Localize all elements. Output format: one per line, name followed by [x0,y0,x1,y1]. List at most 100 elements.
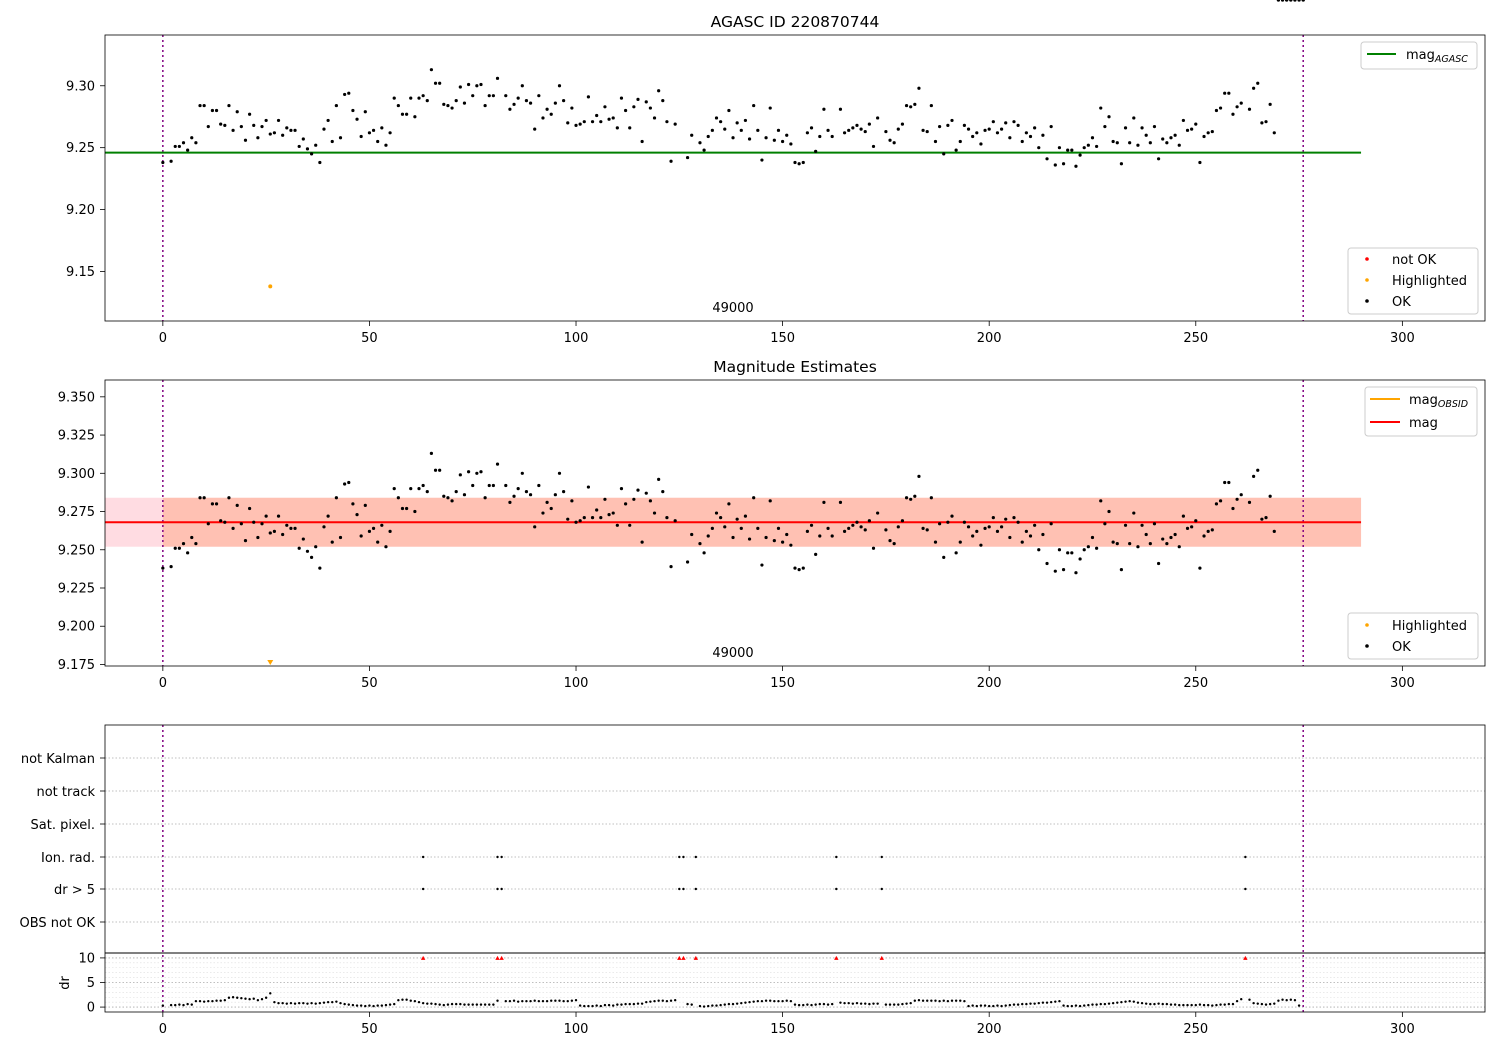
ok-point [566,517,570,521]
dr-point [785,999,788,1002]
dr-point [1091,1003,1094,1006]
ok-point [173,144,177,149]
ok-point [731,136,735,140]
x-tick-label: 100 [564,331,589,346]
y-tick-label: 9.225 [58,582,95,597]
dr-point [1049,1000,1053,1004]
ok-point [801,566,805,570]
legend-label: not OK [1392,253,1437,268]
ok-point [570,499,574,503]
dr-point [777,999,780,1003]
ok-point [768,106,772,110]
dr-point [921,999,925,1002]
ok-point [764,535,768,540]
dr-point [1223,1003,1226,1006]
ok-point [396,103,400,108]
dr-point [868,1002,871,1006]
ok-point [334,103,338,108]
ok-point [760,158,764,162]
ok-point [797,162,801,166]
ok-point [1206,131,1210,135]
ok-point [1132,511,1136,515]
ok-point [979,142,983,146]
ok-point [640,540,644,544]
ok-point [186,551,190,555]
dr-point [1240,998,1243,1001]
ok-point [549,506,553,511]
ok-point [971,134,975,139]
ok-point [603,497,607,501]
ok-point [491,483,495,488]
ok-point [314,143,318,147]
ok-point [719,120,723,124]
dr-point [599,1004,603,1008]
dr-point [707,1004,710,1008]
dr-point [690,1003,693,1006]
ok-point [1285,0,1289,2]
ok-point [859,525,863,529]
flag-point [1244,855,1247,859]
dr-point [1103,1002,1107,1006]
dr-point [289,1001,293,1005]
ok-point [1095,546,1099,550]
dr-point [1058,999,1061,1003]
ok-point [1161,137,1165,141]
ok-point [661,99,665,103]
dr-point [1231,1002,1235,1006]
ok-point [1260,517,1264,521]
ok-point [177,144,181,149]
ok-point [698,542,702,546]
ok-point [826,526,830,530]
x-tick-label: 50 [361,676,378,691]
ok-point [528,101,533,105]
x-tick-label: 0 [159,676,167,691]
dr-point [851,1002,855,1005]
y-tick-label: 9.250 [58,543,95,558]
ok-point [1264,120,1268,124]
ok-point [842,529,847,534]
dr-point [620,1003,623,1006]
ok-point [177,546,181,550]
dr-point [665,999,669,1003]
dr-point [380,1004,384,1007]
dr-point [595,1004,598,1007]
legend-label-sub: AGASC [1434,54,1468,65]
dr-point [537,999,541,1003]
ok-point [913,102,917,106]
flag-label: dr > 5 [54,883,95,898]
ok-point [1181,118,1185,123]
ok-point [1297,0,1301,2]
dr-point [467,1003,470,1006]
ok-point [462,101,467,105]
ok-point [384,143,388,147]
ok-point [1024,529,1028,534]
ok-point [636,488,640,492]
ok-point [1099,106,1103,110]
ok-point [917,474,921,478]
dr-point [351,1003,355,1007]
dr-point [859,1002,863,1005]
dr-point [1153,1002,1156,1006]
dr-point [1099,1002,1102,1006]
ok-point [450,499,454,503]
ok-point [619,96,624,100]
ok-point [1144,532,1148,537]
ok-point [1049,522,1053,526]
ok-point [326,514,330,518]
legend-label-mag: mag [1406,48,1435,63]
dr-point [1215,1003,1218,1007]
ok-point [871,546,876,550]
dr-point [1037,1001,1040,1005]
dr-point [814,1003,817,1006]
dr-point [760,999,764,1003]
ok-point [1190,525,1194,529]
flag-label: Sat. pixel. [31,818,95,833]
ok-point [1020,139,1024,144]
dr-point [802,1003,805,1007]
ok-point [194,141,198,145]
ok-point [1280,0,1285,2]
ok-point [557,84,562,88]
dr-point [198,999,202,1003]
ok-point [1173,532,1177,537]
ok-point [347,91,351,95]
